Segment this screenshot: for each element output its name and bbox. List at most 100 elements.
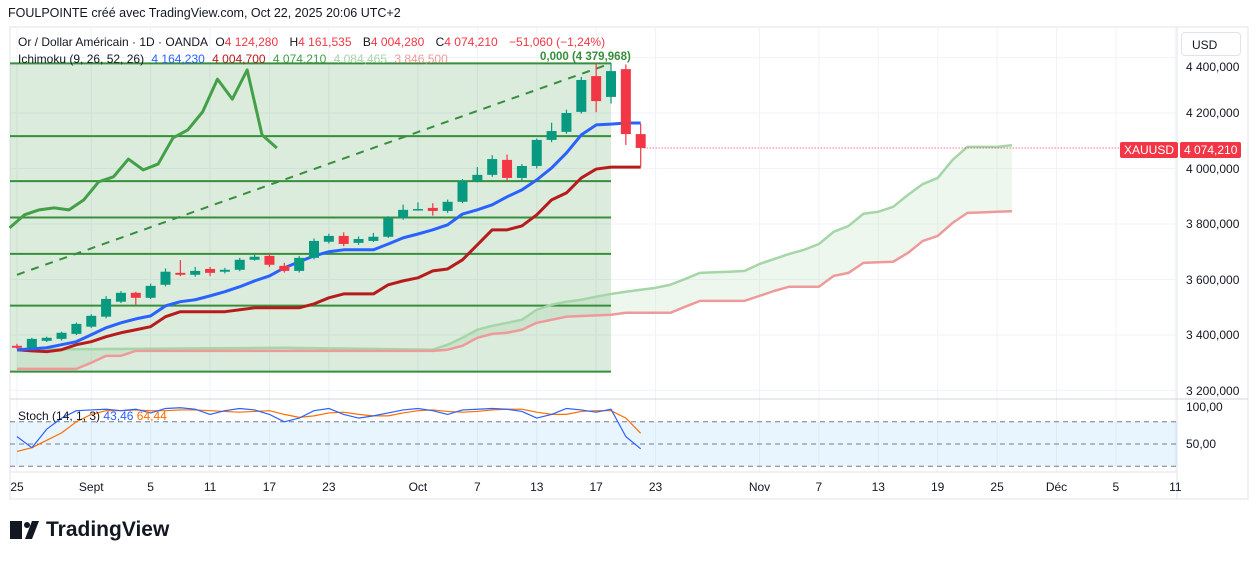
candle-body	[309, 240, 319, 258]
time-axis-label: 19	[931, 480, 945, 494]
stoch-legend: Stoch (14, 1, 3) 43,46 64,44	[18, 409, 167, 423]
tradingview-logo-icon	[10, 521, 39, 539]
time-axis-label: 11	[1169, 480, 1182, 494]
time-axis-label: 17	[589, 480, 603, 494]
candle-body	[101, 298, 112, 317]
high-value: 4 161,535	[298, 35, 352, 49]
close-value: 4 074,210	[444, 35, 498, 49]
candle-body	[219, 269, 230, 272]
candle-body	[546, 131, 557, 140]
last-price-tag: 4 074,210	[1180, 142, 1242, 158]
candle-body	[12, 345, 22, 348]
span-b-line	[17, 209, 1012, 371]
candle-body	[635, 134, 646, 148]
candle-body	[472, 174, 483, 181]
time-axis-label: Déc	[1045, 480, 1068, 494]
high-label: H	[289, 35, 299, 49]
time-axis-label: 23	[648, 480, 663, 494]
tradingview-logo-text: TradingView	[46, 518, 170, 541]
time-axis-label: 7	[474, 480, 481, 494]
price-axis-label: 4 400,000	[1186, 60, 1240, 74]
candle-body	[86, 315, 97, 327]
stoch-axis-50: 50,00	[1186, 437, 1217, 451]
span-b-value: 3 846,500	[394, 52, 448, 66]
time-axis-label: 23	[322, 480, 336, 494]
price-axis-label: 3 600,000	[1186, 272, 1240, 287]
kijun-value: 4 004,700	[212, 52, 266, 66]
symbol-legend: Or / Dollar Américain · 1D · OANDA O4 12…	[18, 35, 609, 49]
time-axis-label: 5	[1112, 480, 1120, 494]
candle-body	[205, 268, 216, 273]
currency-button[interactable]: USD	[1181, 32, 1241, 56]
candle-body	[160, 271, 171, 285]
candle-body	[294, 257, 305, 271]
time-axis-label: 17	[262, 480, 277, 494]
change-value: −51,060 (−1,24%)	[509, 35, 606, 49]
time-axis-label: Oct	[408, 480, 428, 494]
time-axis-label: 13	[871, 480, 885, 494]
low-label: B	[362, 35, 371, 49]
candle-body	[531, 139, 542, 167]
tenkan-line	[16, 121, 641, 352]
fib-level-label: 0,000 (4 379,968)	[540, 51, 631, 63]
candle-body	[442, 201, 453, 211]
candle-body	[412, 209, 423, 211]
stoch-k-line	[16, 407, 642, 450]
price-axis-label: 4 000,000	[1186, 161, 1240, 176]
candle-body	[383, 217, 394, 237]
candle-body	[175, 272, 186, 275]
candle-body	[398, 209, 409, 218]
candle-body	[71, 323, 82, 334]
candle-body	[190, 270, 201, 275]
stoch-label[interactable]: Stoch (14, 1, 3)	[18, 409, 101, 423]
candle-body	[457, 180, 468, 202]
time-axis-label: 13	[530, 480, 544, 494]
candle-body	[353, 238, 364, 243]
candle-body	[145, 285, 156, 298]
candle-body	[279, 265, 290, 271]
candle-body	[561, 113, 572, 132]
candle-body	[41, 337, 52, 341]
span-a-line	[16, 143, 1013, 351]
candle-body	[487, 159, 498, 175]
candle-body	[516, 166, 527, 178]
price-axis-label: 3 400,000	[1186, 328, 1240, 342]
chart-credit: FOULPOINTE créé avec TradingView.com, Oc…	[8, 6, 401, 20]
candle-body	[427, 207, 438, 211]
candle-body	[264, 255, 275, 265]
candle-body	[502, 159, 513, 178]
trend-line	[16, 62, 612, 276]
time-axis-label: 7	[815, 480, 823, 494]
time-axis-label: Nov	[748, 480, 771, 494]
candle-body	[56, 332, 67, 339]
candle-body	[234, 259, 245, 270]
candle-body	[249, 256, 260, 260]
tradingview-logo[interactable]: TradingView	[10, 518, 169, 542]
candle-body	[368, 236, 379, 241]
chikou-line	[8, 68, 278, 230]
span-a-value: 4 084,465	[333, 52, 388, 66]
time-axis-label: 11	[203, 480, 217, 494]
chikou-value: 4 074,210	[272, 52, 327, 66]
tenkan-value: 4 164,230	[151, 52, 205, 66]
candle-body	[591, 76, 602, 102]
candle-body	[338, 235, 349, 244]
chart-frame	[9, 26, 1249, 500]
kijun-line	[16, 165, 641, 354]
symbol-name[interactable]: Or / Dollar Américain · 1D · OANDA	[18, 35, 209, 49]
open-value: 4 124,280	[224, 35, 279, 49]
close-label: C	[435, 35, 445, 49]
price-axis-label: 3 200,000	[1186, 383, 1240, 398]
open-label: O	[215, 35, 225, 49]
candle-body	[130, 292, 141, 298]
candle-body	[576, 79, 587, 112]
ichimoku-legend: Ichimoku (9, 26, 52, 26) 4 164,230 4 004…	[18, 52, 452, 66]
candle-body	[323, 235, 334, 242]
stoch-axis-100: 100,00	[1186, 400, 1223, 414]
ichimoku-label[interactable]: Ichimoku (9, 26, 52, 26)	[18, 52, 145, 66]
stoch-k-value: 43,46	[103, 409, 134, 423]
time-axis-label: 25	[990, 480, 1004, 494]
price-axis-label: 3 800,000	[1186, 217, 1240, 231]
symbol-price-tag: XAUUSD	[1120, 142, 1179, 158]
